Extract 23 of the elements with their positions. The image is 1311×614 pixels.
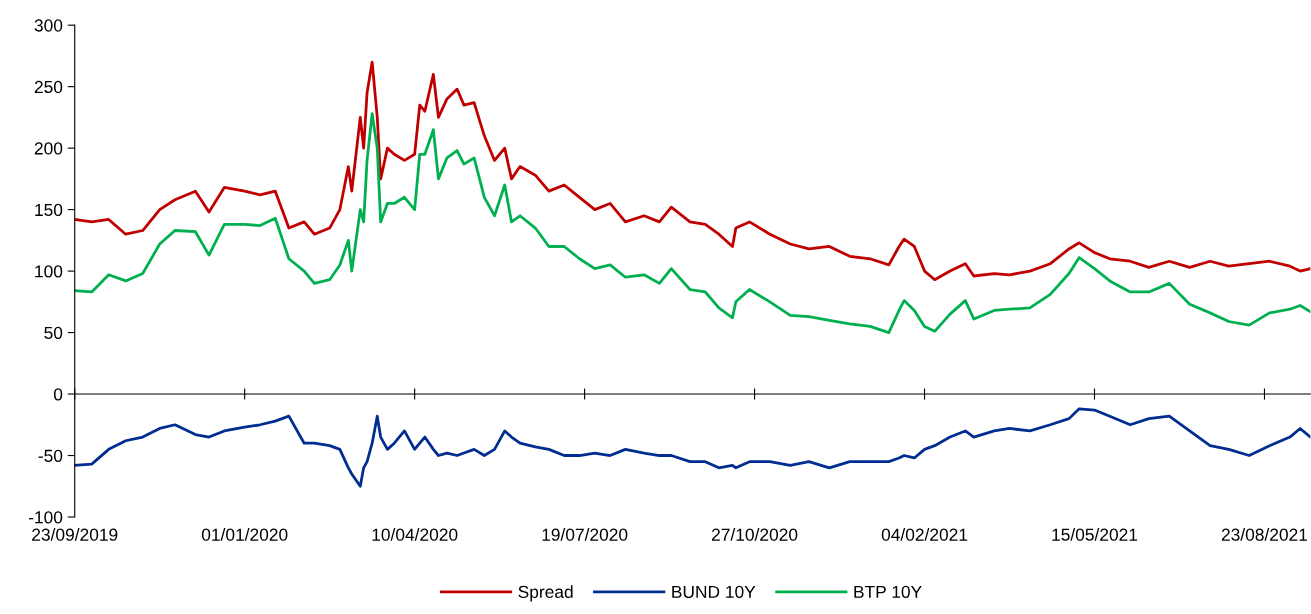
y-tick-label: 50: [44, 326, 63, 340]
x-tick-label: 01/01/2020: [201, 528, 288, 541]
legend-label: Spread: [518, 585, 573, 602]
x-tick-label: 04/02/2021: [881, 528, 968, 541]
x-tick-label: 23/09/2019: [32, 528, 118, 541]
line-series: [74, 60, 1311, 282]
y-tick-label: 0: [53, 388, 63, 401]
line-series: [74, 112, 1311, 334]
legend-label: BUND 10Y: [672, 585, 756, 599]
y-tick-label: 300: [34, 19, 63, 32]
y-tick-label: -100: [28, 511, 63, 524]
y-tick-label: -50: [38, 449, 63, 462]
x-tick-label: 19/07/2020: [542, 528, 628, 541]
x-tick-label: 23/08/2021: [1221, 528, 1308, 541]
x-tick-label: 15/05/2021: [1052, 528, 1138, 541]
x-tick-label: 10/04/2020: [372, 528, 458, 541]
y-tick-label: 100: [35, 265, 63, 278]
x-tick-label: 27/10/2020: [712, 528, 798, 541]
line-series: [74, 407, 1311, 488]
legend-label: BTP 10Y: [854, 585, 922, 599]
y-tick-label: 250: [34, 80, 63, 94]
y-tick-label: 200: [34, 142, 63, 155]
y-tick-label: 150: [35, 203, 63, 217]
